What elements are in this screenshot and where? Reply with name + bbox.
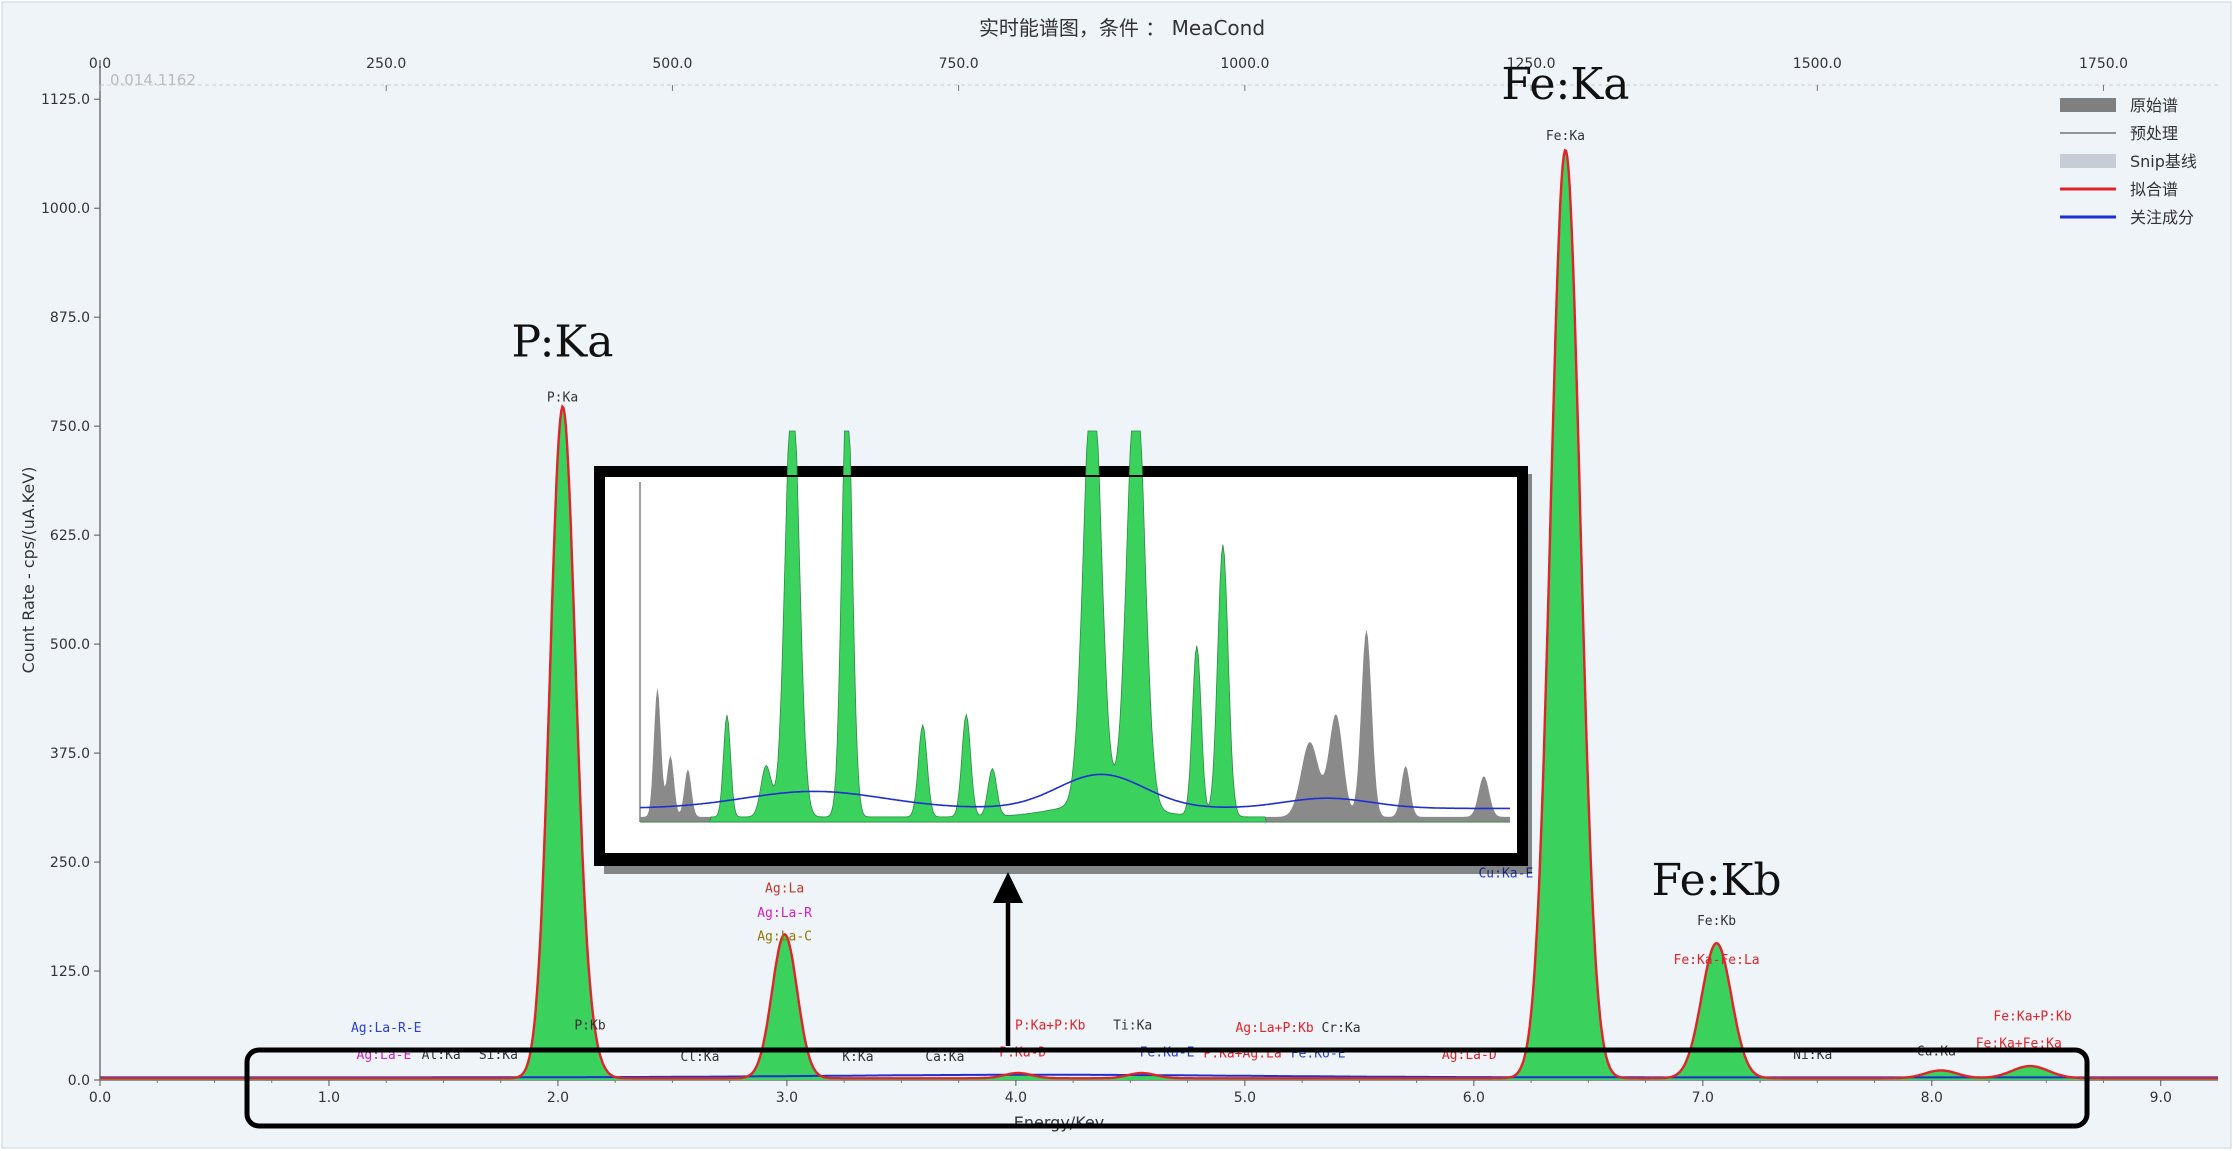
y-tick-label: 125.0 <box>50 964 90 980</box>
peak-annotation: Ag:La-C <box>757 930 812 945</box>
top-tick-label: 0.0 <box>89 56 111 72</box>
chart-title: 实时能谱图，条件 ： MeaCond <box>979 16 1265 40</box>
legend-label: 预处理 <box>2130 124 2178 143</box>
peak-annotation: Ca:Ka <box>925 1050 964 1065</box>
peak-annotation: Ag:La-R-E <box>351 1021 421 1036</box>
top-tick-label: 750.0 <box>939 56 979 72</box>
peak-annotation: P:Ka <box>547 391 578 406</box>
top-tick-label: 250.0 <box>366 56 406 72</box>
x-tick-label: 2.0 <box>547 1090 569 1106</box>
x-tick-label: 5.0 <box>1234 1090 1256 1106</box>
inset-baseline-line <box>639 773 1510 810</box>
top-tick-label: 1250.0 <box>1507 56 1556 72</box>
x-tick-label: 6.0 <box>1463 1090 1485 1106</box>
y-tick-label: 1125.0 <box>41 92 90 108</box>
x-tick-label: 3.0 <box>776 1090 798 1106</box>
peak-annotation: Ag:La+P:Kb <box>1235 1021 1313 1036</box>
corner-readout: 0.014.1162 <box>110 71 196 89</box>
y-tick-label: 1000.0 <box>41 201 90 217</box>
top-tick-label: 1500.0 <box>1793 56 1842 72</box>
top-tick-label: 1000.0 <box>1220 56 1269 72</box>
x-tick-label: 9.0 <box>2150 1090 2172 1106</box>
legend-label: Snip基线 <box>2130 152 2197 171</box>
inset-raw-fill <box>640 629 1510 822</box>
peak-annotation: Fe:Ka+P:Kb <box>1993 1010 2071 1025</box>
y-tick-label: 750.0 <box>50 419 90 435</box>
legend-swatch-baseline <box>2060 154 2116 168</box>
top-tick-label: 500.0 <box>652 56 692 72</box>
highlight-layer <box>244 872 2090 1129</box>
y-tick-label: 375.0 <box>50 746 90 762</box>
x-tick-label: 8.0 <box>1921 1090 1943 1106</box>
y-tick-label: 625.0 <box>50 528 90 544</box>
y-tick-label: 0.0 <box>68 1073 90 1089</box>
axes-layer: 0.0 1.0 2.0 3.0 4.0 5.0 6.0 7.0 8.0 9.0 0.0 125.0 25… <box>19 56 2218 1132</box>
peak-annotation: P:Kb <box>574 1018 605 1033</box>
peak-annotation: Ag:La-R <box>757 906 812 921</box>
legend-label: 原始谱 <box>2130 96 2178 115</box>
peak-big-label: P:Ka <box>512 316 614 367</box>
top-tick-label: 1750.0 <box>2079 56 2128 72</box>
x-tick-label: 7.0 <box>1692 1090 1714 1106</box>
inset-image <box>594 430 1532 874</box>
peak-annotation: Cl:Ka <box>680 1050 719 1065</box>
peak-annotation: Fe:Ka-Fe:La <box>1674 953 1760 968</box>
peak-annotation: Ti:Ka <box>1113 1018 1152 1033</box>
y-tick-label: 500.0 <box>50 637 90 653</box>
y-tick-label: 250.0 <box>50 855 90 871</box>
y-axis-title: Count Rate - cps/(uA.KeV) <box>19 467 38 674</box>
pointer-arrow-head <box>993 872 1023 903</box>
peak-annotation: K:Ka <box>842 1050 873 1065</box>
highlight-box <box>244 1047 2090 1129</box>
y-tick-label: 875.0 <box>50 310 90 326</box>
legend-label: 关注成分 <box>2130 208 2194 227</box>
fit-spectrum-line <box>100 148 2218 1080</box>
curves-layer <box>100 148 2218 1081</box>
inset-border <box>603 475 1519 855</box>
x-tick-label: 1.0 <box>318 1090 340 1106</box>
peak-annotation: Fe:Ka <box>1546 129 1585 144</box>
peak-big-label: Fe:Ka <box>1501 59 1629 110</box>
peak-annotation: Ag:La <box>765 882 804 897</box>
x-tick-label: 0.0 <box>89 1090 111 1106</box>
legend-label: 拟合谱 <box>2130 180 2178 199</box>
peak-annotation: Fe:Kb <box>1697 914 1736 929</box>
legend-swatch-raw <box>2060 98 2116 112</box>
peak-annotation: Cu:Ka-E <box>1478 867 1533 882</box>
peak-annotation: P:Ka+P:Kb <box>1015 1018 1086 1033</box>
x-axis-title: Energy/Kev <box>1014 1113 1104 1132</box>
inset-fit-fill <box>640 430 1510 823</box>
peak-annotation: Cr:Ka <box>1321 1021 1360 1036</box>
x-tick-label: 4.0 <box>1005 1090 1027 1106</box>
inset-canvas <box>604 476 1518 854</box>
peak-big-label: Fe:Kb <box>1652 855 1782 906</box>
